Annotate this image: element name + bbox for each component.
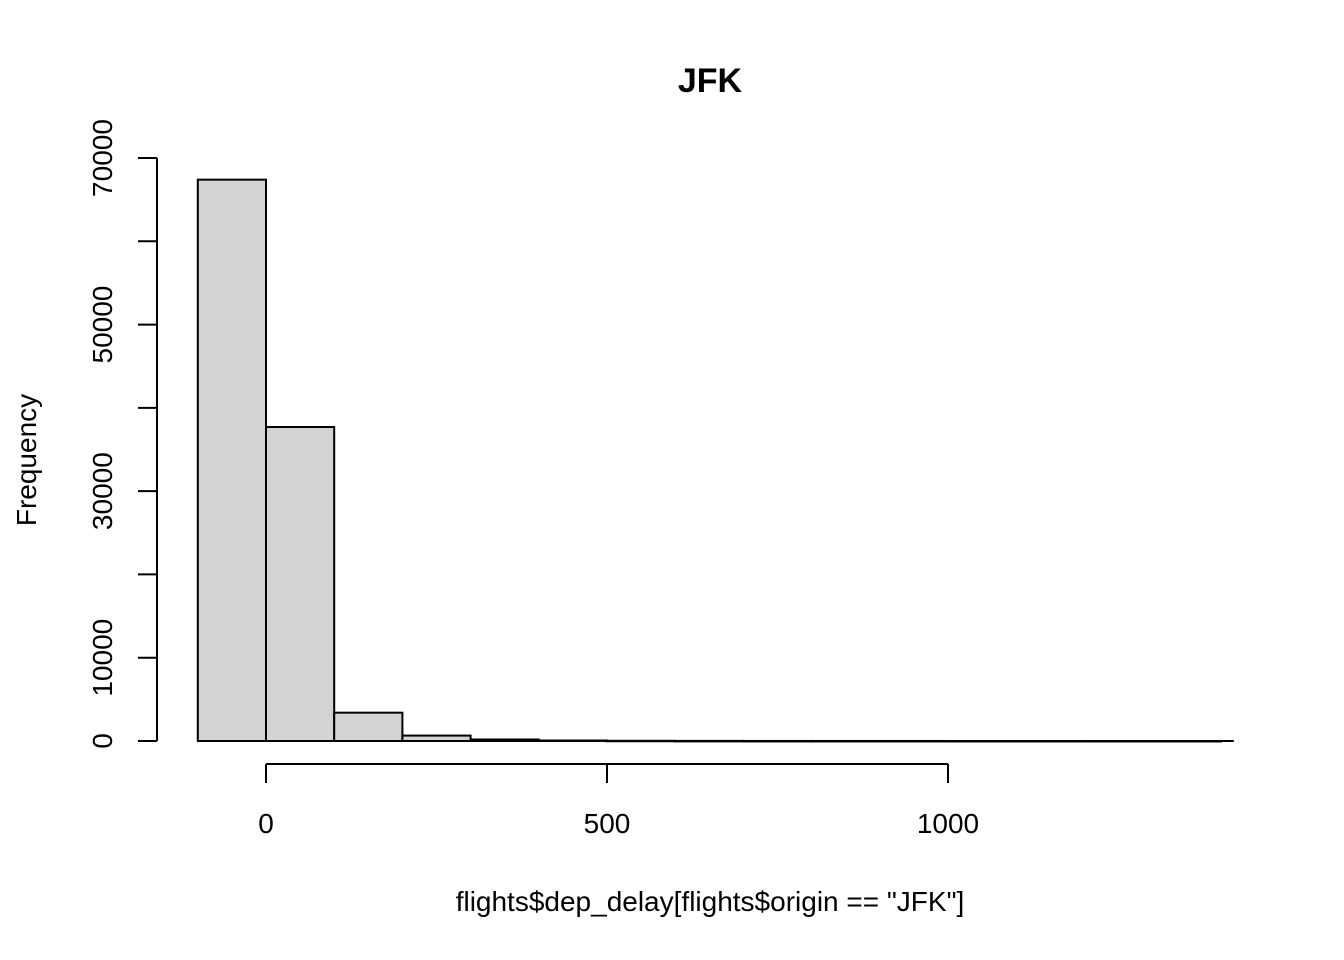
histogram-bar-0 (196, 178, 267, 742)
y-tick-label-0: 0 (87, 733, 118, 749)
x-axis: 0 500 1000 (258, 763, 979, 839)
y-tick-label-7: 70000 (87, 119, 118, 197)
y-tick-label-3: 30000 (87, 452, 118, 530)
x-tick-label-0: 0 (258, 808, 274, 839)
x-tick-label-2: 1000 (917, 808, 979, 839)
chart-title: JFK (678, 62, 743, 100)
y-tick-label-5: 50000 (87, 286, 118, 364)
x-tick-label-1: 500 (584, 808, 631, 839)
histogram-bars (196, 178, 1234, 743)
histogram-bar-1 (265, 426, 336, 742)
y-tick-label-1: 10000 (87, 619, 118, 697)
histogram-bar-2 (333, 711, 404, 743)
x-axis-label: flights$dep_delay[flights$origin == "JFK… (456, 886, 965, 917)
y-axis: 0 10000 30000 50000 70000 (87, 119, 158, 749)
y-axis-label: Frequency (11, 394, 42, 526)
